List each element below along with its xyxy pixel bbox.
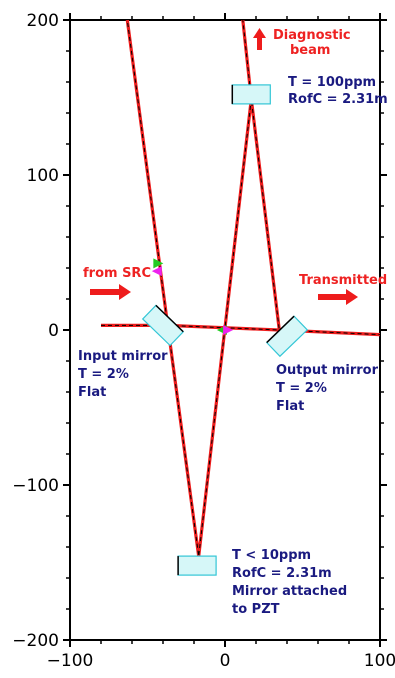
from-src-label: from SRC — [83, 266, 151, 281]
beam-markers — [151, 258, 234, 335]
transmitted-arrow — [318, 289, 358, 305]
output-mirror-label-line1: Output mirror — [276, 363, 379, 378]
bottom-mirror-label-line3: Mirror attached — [232, 584, 347, 599]
y-tick-label: −200 — [12, 631, 59, 651]
bottom-mirror-label-line4: to PZT — [232, 602, 280, 617]
input-mirror-label-line2: T = 2% — [78, 367, 129, 382]
mirror-top — [231, 84, 271, 105]
intracavity-beam-core — [167, 324, 280, 331]
input-mirror-label-line1: Input mirror — [78, 349, 168, 364]
diagnostic-beam-core — [242, 20, 252, 100]
axis-ticks — [63, 13, 387, 647]
annotations: Diagnostic beam T = 100ppm RofC = 2.31m … — [78, 28, 388, 617]
y-tick-label: 100 — [27, 166, 59, 186]
output-mirror-label-line2: T = 2% — [276, 381, 327, 396]
arrows — [90, 28, 358, 305]
input-mirror-label-line3: Flat — [78, 385, 106, 400]
green-marker — [153, 258, 164, 269]
mirrors — [141, 84, 309, 576]
y-tick-label: −100 — [12, 476, 59, 496]
mirror-coated-face — [155, 304, 184, 333]
mirror-body — [231, 84, 271, 105]
top-mirror-label-line2: RofC = 2.31m — [288, 92, 388, 107]
bottom-mirror-label-line2: RofC = 2.31m — [232, 566, 332, 581]
magenta-marker — [151, 266, 162, 277]
mirror-input — [141, 304, 185, 347]
mirror-output — [265, 315, 309, 358]
mirror-bottom — [177, 555, 217, 576]
mirror-body — [177, 555, 217, 576]
diagnostic-label-line1: Diagnostic — [273, 28, 351, 43]
from-src-arrow — [90, 284, 131, 300]
top-mirror-label-line1: T = 100ppm — [288, 75, 376, 90]
diagnostic-beam-arrow — [253, 28, 266, 50]
mirror-coated-face — [266, 315, 295, 344]
bottom-mirror-label-line1: T < 10ppm — [232, 548, 311, 563]
y-tick-label: 0 — [48, 321, 59, 341]
transmitted-label: Transmitted — [299, 273, 387, 288]
magenta-marker-center — [223, 325, 234, 335]
output-mirror-label-line3: Flat — [276, 399, 304, 414]
y-tick-label: 200 — [27, 11, 59, 31]
x-tick-label: 0 — [220, 651, 231, 671]
x-tick-label: 100 — [364, 651, 395, 671]
diagnostic-label-line2: beam — [290, 43, 330, 58]
x-tick-label: −100 — [47, 651, 94, 671]
